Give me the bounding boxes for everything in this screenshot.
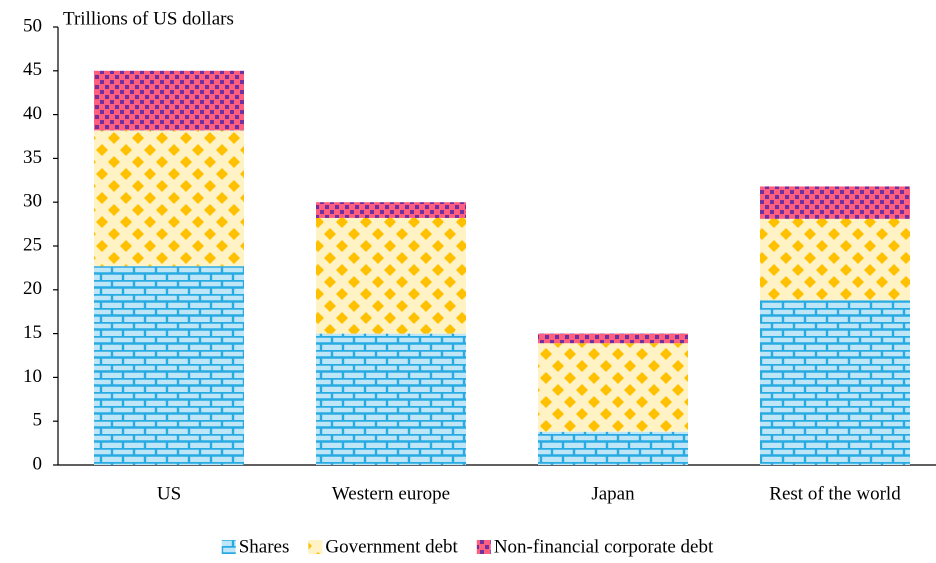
bar-segment [538, 431, 688, 465]
bar-segment [316, 202, 466, 218]
bar-segment [94, 266, 244, 465]
x-tick-label: Japan [591, 483, 635, 504]
y-tick-label: 30 [23, 191, 42, 212]
bar-segment [538, 343, 688, 432]
legend-label: Government debt [325, 536, 458, 557]
x-tick-label: Rest of the world [769, 483, 901, 504]
bar-segment [94, 130, 244, 267]
y-tick-label: 10 [23, 366, 42, 387]
bar-segment [94, 70, 244, 131]
bar-segment [760, 218, 910, 301]
y-tick-label: 25 [23, 234, 42, 255]
y-tick-label: 40 [23, 103, 42, 124]
x-tick-label: US [157, 483, 181, 504]
y-tick-label: 50 [23, 15, 42, 36]
bar-segment [538, 333, 688, 344]
legend-swatch [308, 540, 323, 554]
bar-segment [316, 217, 466, 334]
legend-swatch [476, 540, 491, 554]
bar-segment [316, 333, 466, 465]
legend-label: Shares [239, 536, 290, 557]
y-tick-label: 5 [33, 410, 43, 431]
bar-segment [760, 300, 910, 465]
y-tick-label: 45 [23, 59, 42, 80]
bar-segment [760, 186, 910, 219]
y-tick-label: 15 [23, 322, 42, 343]
y-tick-label: 35 [23, 147, 42, 168]
axis-title: Trillions of US dollars [63, 8, 234, 29]
x-tick-label: Western europe [332, 483, 450, 504]
legend-label: Non-financial corporate debt [494, 536, 714, 557]
legend-swatch [221, 540, 236, 554]
y-tick-label: 20 [23, 278, 42, 299]
y-tick-label: 0 [33, 453, 43, 474]
